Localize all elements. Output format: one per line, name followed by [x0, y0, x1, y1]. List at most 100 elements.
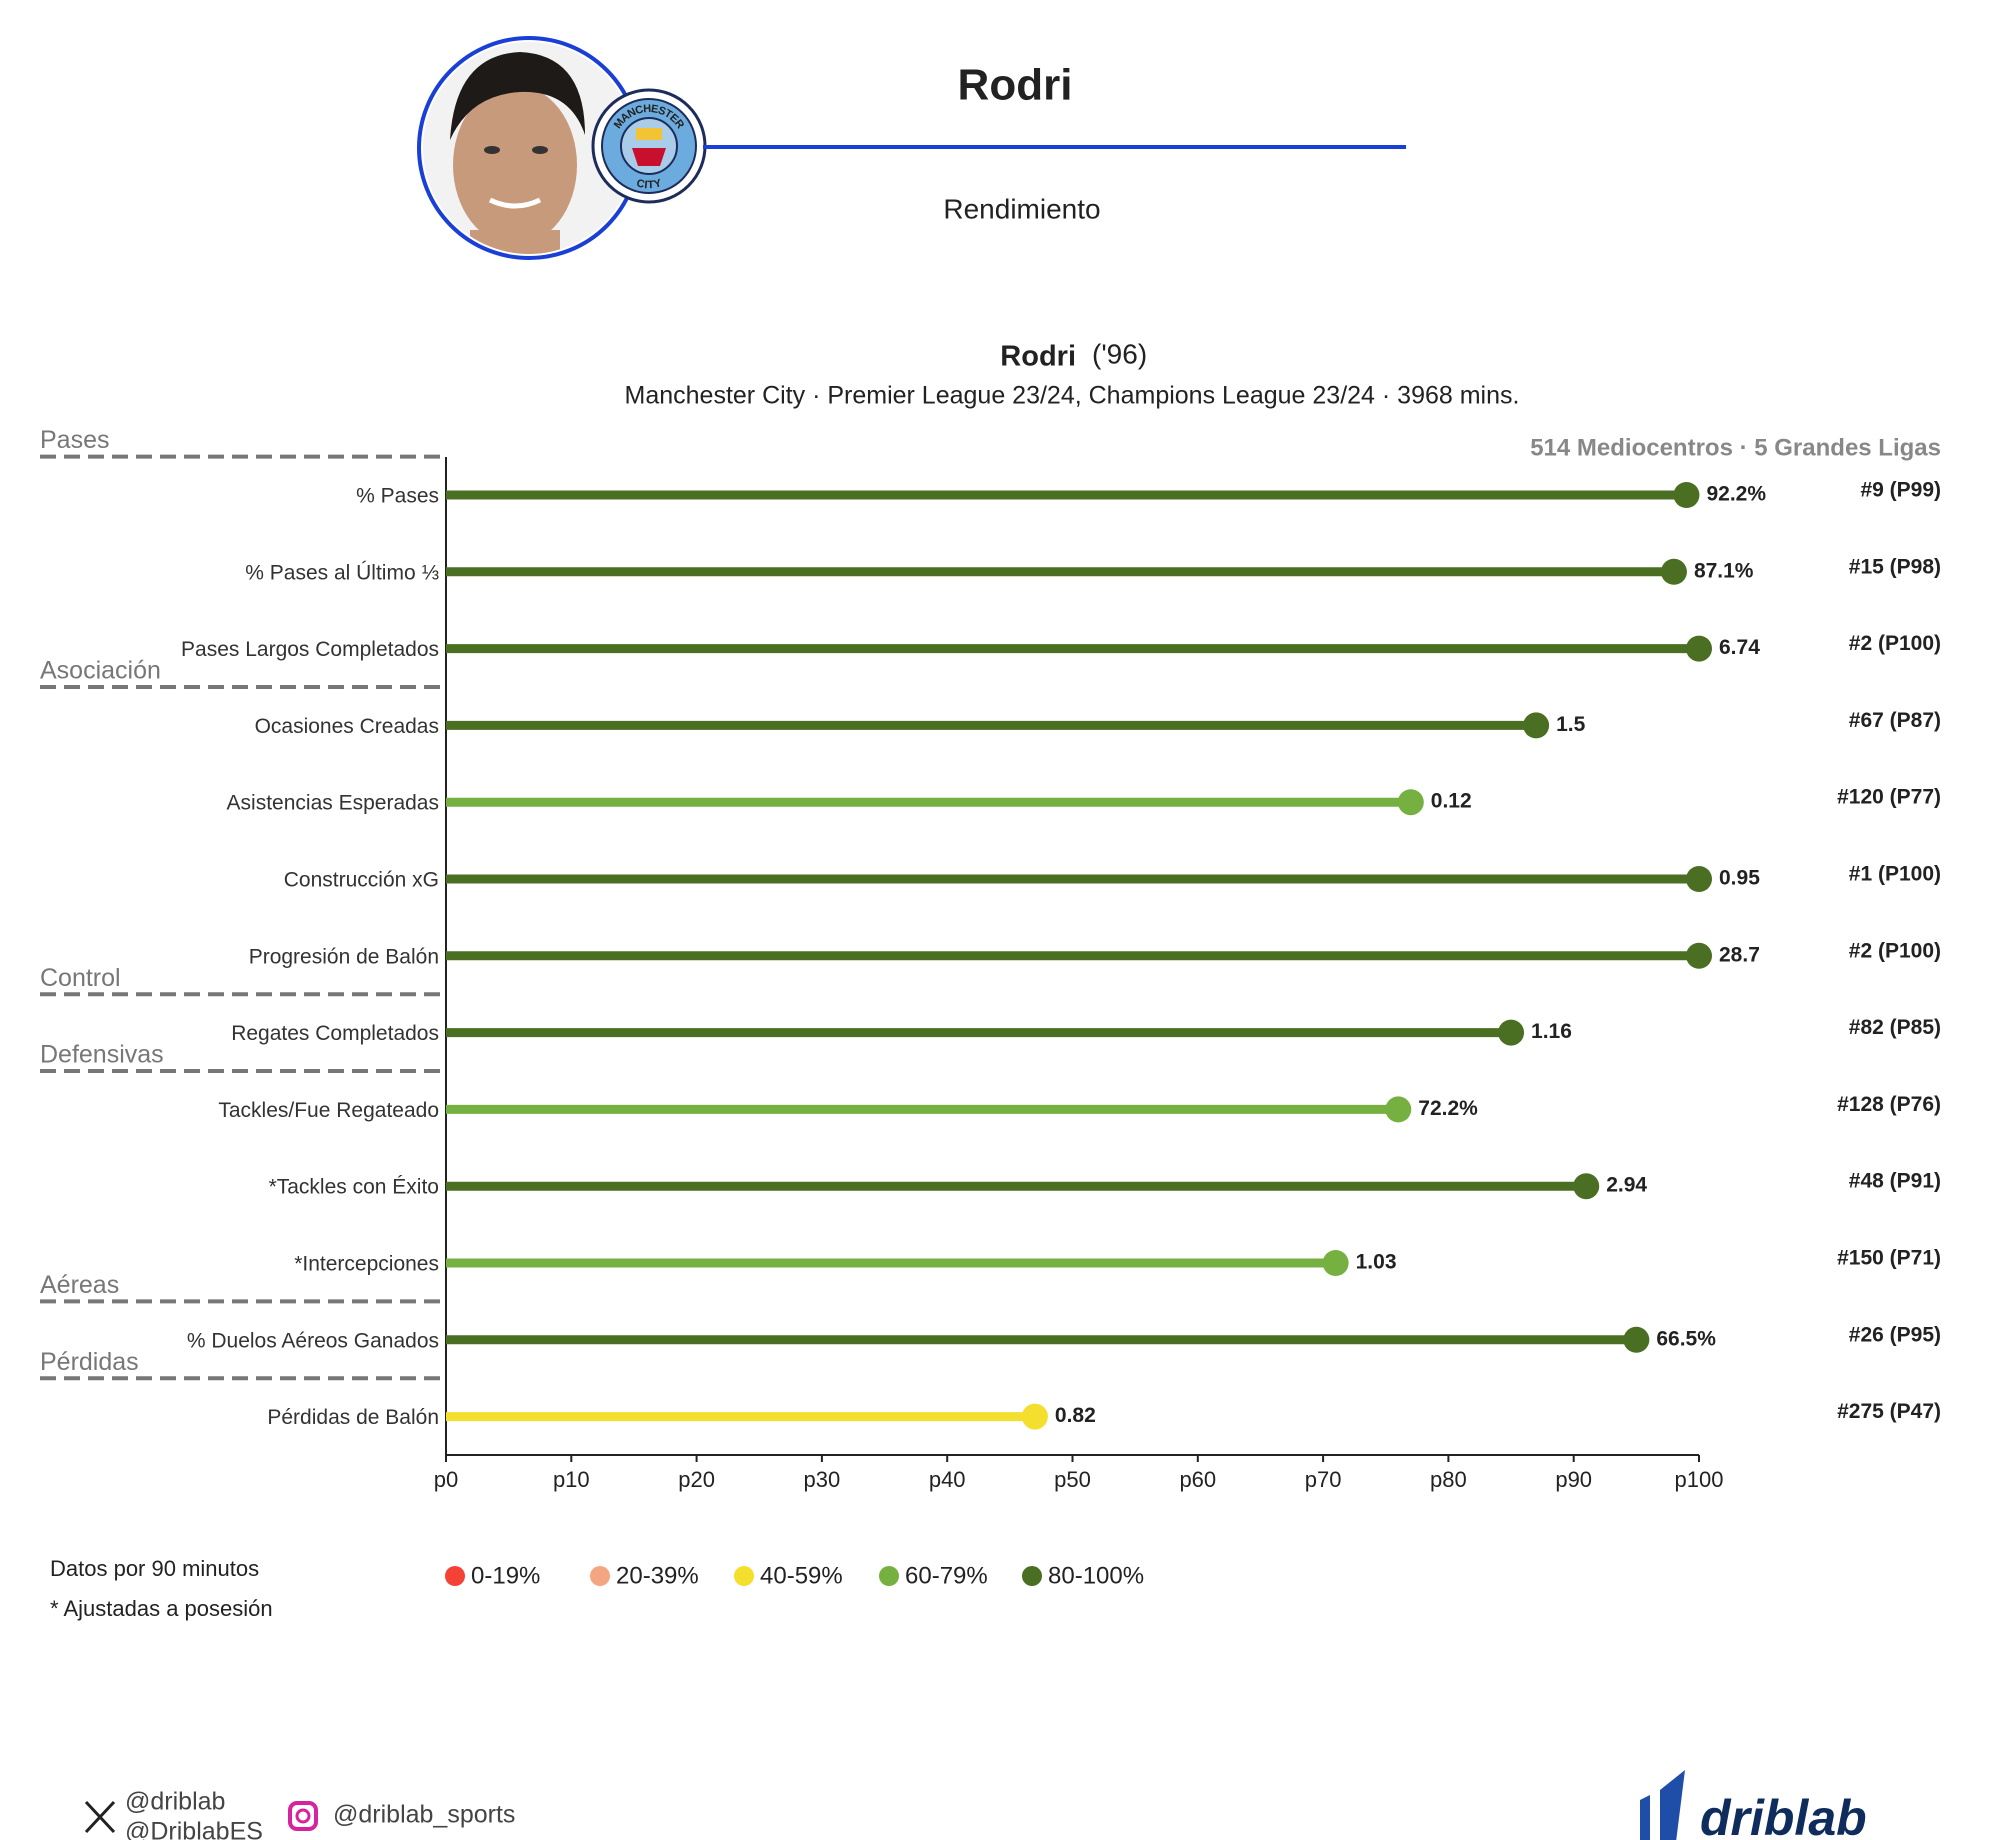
x-icon — [84, 1800, 116, 1834]
instagram-handle: @driblab_sports — [333, 1801, 515, 1829]
rank-label: #9 (P99) — [1860, 479, 1941, 502]
badge-text: CITY — [635, 177, 663, 191]
value-label: 66.5% — [1656, 1327, 1716, 1350]
x-handle: @DriblabES — [125, 1818, 263, 1840]
category-label: % Pases — [356, 485, 439, 508]
chart-title: Rodri — [1000, 341, 1076, 373]
category-label: Ocasiones Creadas — [255, 715, 439, 738]
rank-label: #120 (P77) — [1837, 786, 1941, 809]
lollipop-dot — [1397, 789, 1424, 816]
category-label: % Pases al Último ⅓ — [245, 561, 439, 584]
lollipop-dot — [1660, 558, 1687, 585]
group-label: Pérdidas — [40, 1348, 139, 1376]
x-tick-label: p100 — [1675, 1467, 1724, 1492]
chart-subtitle: Manchester City · Premier League 23/24, … — [625, 382, 1520, 410]
x-tick-label: p80 — [1430, 1467, 1467, 1492]
value-label: 28.7 — [1719, 943, 1760, 966]
player-name: Rodri — [958, 61, 1073, 110]
group-label: Pases — [40, 426, 109, 454]
legend-label: 80-100% — [1048, 1562, 1144, 1589]
category-label: *Tackles con Éxito — [269, 1176, 439, 1199]
category-label: % Duelos Aéreos Ganados — [187, 1329, 439, 1352]
brand-name: driblab — [1700, 1790, 1867, 1840]
lollipop-dot — [1498, 1019, 1525, 1046]
lollipop-dot — [1322, 1250, 1349, 1276]
lollipop-dot — [1385, 1096, 1412, 1123]
legend-swatch — [445, 1566, 465, 1586]
x-tick-label: p20 — [678, 1467, 715, 1492]
group-label: Asociación — [40, 657, 161, 685]
sample-label: 514 Mediocentros · 5 Grandes Ligas — [1530, 434, 1941, 461]
rank-label: #1 (P100) — [1849, 863, 1941, 886]
category-label: Pases Largos Completados — [181, 638, 439, 661]
value-label: 87.1% — [1694, 559, 1754, 582]
legend-swatch — [1022, 1566, 1042, 1586]
legend-swatch — [734, 1566, 754, 1586]
category-label: Asistencias Esperadas — [227, 792, 439, 815]
lollipop-dot — [1573, 1173, 1600, 1200]
rank-label: #2 (P100) — [1849, 939, 1941, 962]
lollipop-dot — [1686, 635, 1712, 662]
value-label: 1.16 — [1531, 1020, 1572, 1043]
badge-bottom: CITY — [635, 177, 663, 191]
legend-swatch — [590, 1566, 610, 1586]
rank-label: #67 (P87) — [1849, 709, 1941, 732]
rank-label: #82 (P85) — [1849, 1016, 1941, 1039]
x-tick-label: p30 — [804, 1467, 841, 1492]
x-tick-label: p50 — [1054, 1467, 1091, 1492]
rank-label: #48 (P91) — [1849, 1170, 1941, 1193]
value-label: 2.94 — [1606, 1174, 1647, 1197]
note: * Ajustadas a posesión — [50, 1596, 273, 1621]
x-handle: @driblab — [125, 1788, 225, 1816]
lollipop-dot — [1623, 1326, 1650, 1353]
group-label: Aéreas — [40, 1271, 119, 1299]
x-tick-label: p70 — [1305, 1467, 1342, 1492]
group-label: Control — [40, 964, 121, 992]
value-label: 92.2% — [1706, 483, 1766, 506]
x-tick-label: p10 — [553, 1467, 590, 1492]
lollipop-dot — [1021, 1403, 1048, 1430]
chart-title-note: ('96) — [1092, 338, 1147, 369]
x-tick-label: p0 — [434, 1467, 458, 1492]
legend-label: 20-39% — [616, 1562, 699, 1589]
x-tick-label: p90 — [1555, 1467, 1592, 1492]
value-label: 72.2% — [1418, 1097, 1478, 1120]
lollipop-dot — [1523, 712, 1550, 739]
category-label: Progresión de Balón — [249, 945, 439, 968]
footer: driblab @driblab_sports — [84, 1770, 1867, 1840]
rank-label: #275 (P47) — [1837, 1400, 1941, 1423]
rank-label: #15 (P98) — [1849, 555, 1941, 578]
x-tick-label: p60 — [1179, 1467, 1216, 1492]
category-label: Tackles/Fue Regateado — [218, 1099, 439, 1122]
value-label: 1.03 — [1356, 1251, 1397, 1274]
legend-label: 40-59% — [760, 1562, 843, 1589]
value-label: 0.12 — [1431, 790, 1472, 813]
instagram-icon — [288, 1801, 318, 1831]
rank-label: #150 (P71) — [1837, 1247, 1941, 1270]
value-label: 0.95 — [1719, 867, 1760, 890]
rank-label: #26 (P95) — [1849, 1323, 1941, 1346]
category-label: *Intercepciones — [294, 1253, 439, 1276]
club-badge: MANCHESTER CITY — [591, 88, 707, 204]
legend-label: 60-79% — [905, 1562, 988, 1589]
value-label: 1.5 — [1556, 713, 1586, 736]
rank-label: #128 (P76) — [1837, 1093, 1941, 1116]
lollipop-dot — [1673, 482, 1700, 508]
legend-label: 0-19% — [471, 1562, 540, 1589]
rank-label: #2 (P100) — [1849, 632, 1941, 655]
lollipop-dot — [1686, 942, 1712, 969]
note: Datos por 90 minutos — [50, 1556, 259, 1581]
value-label: 6.74 — [1719, 636, 1760, 659]
category-label: Pérdidas de Balón — [267, 1406, 439, 1429]
category-label: Construcción xG — [284, 869, 439, 892]
lollipop-dot — [1686, 866, 1712, 892]
section-title: Rendimiento — [943, 193, 1100, 224]
group-label: Defensivas — [40, 1041, 164, 1069]
x-tick-label: p40 — [929, 1467, 966, 1492]
category-label: Regates Completados — [231, 1022, 439, 1045]
legend-swatch — [879, 1566, 899, 1586]
brand-mark — [1640, 1770, 1685, 1840]
